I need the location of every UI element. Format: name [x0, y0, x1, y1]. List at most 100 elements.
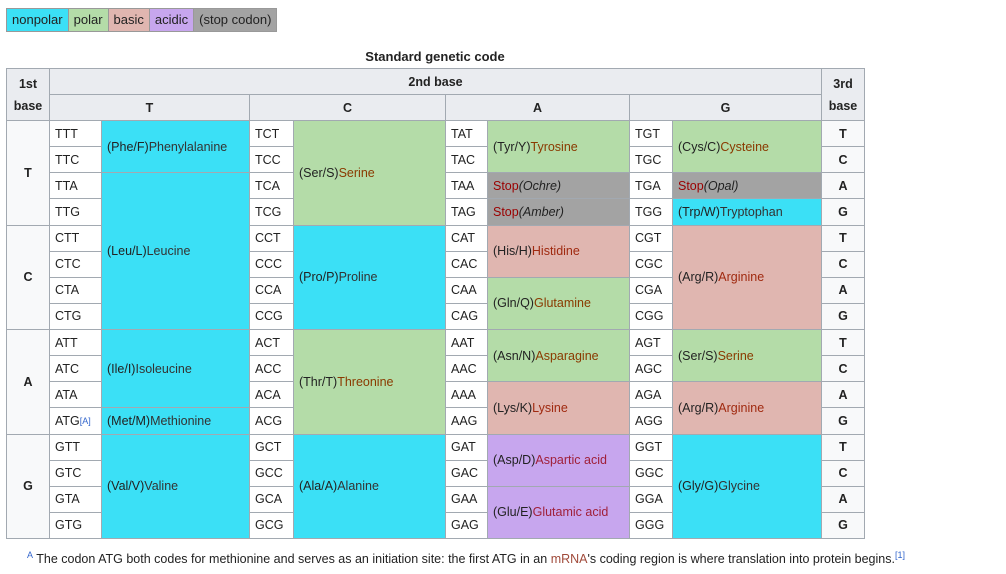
codon-cell: TGC: [629, 146, 673, 174]
codon-cell: ATG [A]: [49, 407, 102, 435]
codon-cell: AGG: [629, 407, 673, 435]
codon: TAG: [451, 204, 476, 219]
amino-acid-code: (Ile/I): [107, 361, 136, 376]
amino-acid-cell: Stop (Amber): [487, 198, 630, 226]
codon: ATA: [55, 387, 78, 402]
codon-cell: ATA: [49, 381, 102, 409]
amino-acid-cell: (Gly/G) Glycine: [672, 433, 822, 539]
amino-acid-name[interactable]: Serine: [717, 348, 754, 363]
amino-acid-name[interactable]: Serine: [338, 165, 375, 180]
third-base: T: [821, 329, 865, 357]
codon: TGG: [635, 204, 663, 219]
codon-cell: GCA: [249, 485, 294, 513]
codon-cell: AAT: [445, 329, 488, 357]
codon: CAT: [451, 231, 476, 246]
codon: TTT: [55, 126, 78, 141]
codon: TAA: [451, 178, 475, 193]
codon-cell: CTC: [49, 250, 102, 278]
third-base: A: [821, 276, 865, 304]
amino-acid-name[interactable]: Methionine: [150, 413, 212, 428]
codon-cell: CCC: [249, 250, 294, 278]
amino-acid-code: (Val/V): [107, 479, 145, 494]
amino-acid-code: (Arg/R): [678, 270, 719, 285]
stop-label[interactable]: Stop: [493, 204, 519, 219]
second-base-header: 2nd base: [49, 68, 822, 95]
amino-acid-name[interactable]: Threonine: [337, 374, 394, 389]
codon-cell: CGC: [629, 250, 673, 278]
codon: TCA: [255, 178, 280, 193]
codon: TCT: [255, 126, 280, 141]
amino-acid-name[interactable]: Cysteine: [720, 139, 769, 154]
codon: GTA: [55, 492, 80, 507]
codon-cell: TGA: [629, 172, 673, 200]
codon-cell: CGG: [629, 302, 673, 330]
third-base: G: [821, 302, 865, 330]
first-base-header: 1st base: [6, 68, 50, 121]
amino-acid-name[interactable]: Glutamine: [533, 296, 591, 311]
amino-acid-name[interactable]: Glycine: [718, 479, 760, 494]
amino-acid-name[interactable]: Lysine: [532, 400, 568, 415]
codon-cell: GCG: [249, 511, 294, 539]
stop-label[interactable]: Stop: [493, 178, 519, 193]
legend-item: (stop codon): [194, 9, 277, 31]
codon-cell: CCG: [249, 302, 294, 330]
second-base: A: [445, 94, 630, 121]
amino-acid-name[interactable]: Glutamic acid: [532, 505, 609, 520]
codon: CCA: [255, 283, 282, 298]
codon-cell: CCT: [249, 224, 294, 252]
amino-acid-name[interactable]: Phenylalanine: [148, 139, 228, 154]
amino-acid-name[interactable]: Alanine: [337, 479, 379, 494]
second-base: T: [49, 94, 250, 121]
codon-cell: GTT: [49, 433, 102, 461]
codon: CTT: [55, 231, 80, 246]
codon: CAC: [451, 257, 478, 272]
codon: GCC: [255, 466, 283, 481]
amino-acid-cell: (Arg/R) Arginine: [672, 381, 822, 435]
third-base: C: [821, 250, 865, 278]
stop-label[interactable]: Stop: [678, 178, 704, 193]
amino-acid-name[interactable]: Tryptophan: [719, 204, 783, 219]
amino-acid-name[interactable]: Histidine: [531, 244, 580, 259]
amino-acid-cell: (Phe/F) Phenylalanine: [101, 120, 250, 174]
footnote-marker[interactable]: A: [27, 549, 34, 560]
codon: AGC: [635, 361, 663, 376]
amino-acid-name[interactable]: Tyrosine: [530, 139, 578, 154]
footnote-ref[interactable]: [1]: [894, 549, 905, 560]
codon-cell: CTA: [49, 276, 102, 304]
codon: TTA: [55, 178, 78, 193]
codon-cell: TTT: [49, 120, 102, 148]
amino-acid-code: (Glu/E): [493, 505, 533, 520]
amino-acid-cell: (Gln/Q) Glutamine: [487, 276, 630, 330]
table-caption: Standard genetic code: [365, 49, 505, 64]
codon-cell: TGT: [629, 120, 673, 148]
codon: GTT: [55, 440, 80, 455]
amino-acid-name[interactable]: Asparagine: [535, 348, 599, 363]
codon-cell: CAG: [445, 302, 488, 330]
codon: TGT: [635, 126, 660, 141]
amino-acid-name[interactable]: Leucine: [146, 244, 191, 259]
amino-acid-name[interactable]: Proline: [338, 270, 378, 285]
footnote-link[interactable]: mRNA: [550, 552, 588, 566]
amino-acid-cell: (Cys/C) Cysteine: [672, 120, 822, 174]
amino-acid-name[interactable]: Arginine: [718, 270, 765, 285]
amino-acid-cell: (Thr/T) Threonine: [293, 329, 446, 435]
amino-acid-cell: (Ile/I) Isoleucine: [101, 329, 250, 409]
legend: nonpolar polar basic acidic (stop codon): [6, 8, 278, 32]
codon-cell: GGG: [629, 511, 673, 539]
codon: TCC: [255, 152, 281, 167]
codon: CCC: [255, 257, 283, 272]
codon: CGA: [635, 283, 663, 298]
codon-cell: CGT: [629, 224, 673, 252]
amino-acid-name[interactable]: Isoleucine: [135, 361, 192, 376]
codon: TGA: [635, 178, 661, 193]
amino-acid-name[interactable]: Arginine: [718, 400, 765, 415]
codon-cell: TCC: [249, 146, 294, 174]
amino-acid-name[interactable]: Aspartic acid: [535, 453, 607, 468]
amino-acid-cell: (Trp/W) Tryptophan: [672, 198, 822, 226]
amino-acid-name[interactable]: Valine: [144, 479, 179, 494]
amino-acid-code: (Ser/S): [299, 165, 339, 180]
codon: TTC: [55, 152, 80, 167]
codon-cell: TGG: [629, 198, 673, 226]
codon-cell: TTC: [49, 146, 102, 174]
codon: GGT: [635, 440, 663, 455]
